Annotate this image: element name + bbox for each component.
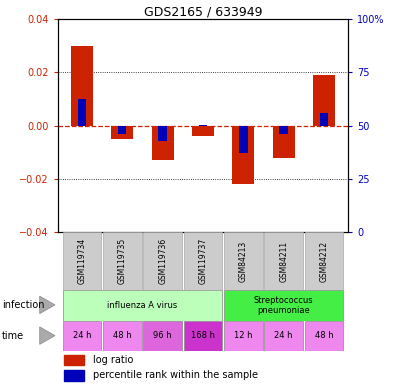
Bar: [143, 232, 182, 290]
Text: 24 h: 24 h: [275, 331, 293, 341]
Text: GSM119736: GSM119736: [158, 238, 167, 284]
Bar: [305, 321, 343, 351]
Text: log ratio: log ratio: [93, 355, 133, 365]
Bar: [224, 290, 343, 321]
Text: percentile rank within the sample: percentile rank within the sample: [93, 370, 258, 380]
Polygon shape: [40, 296, 55, 314]
Bar: [183, 321, 222, 351]
Bar: [273, 126, 295, 158]
Bar: [71, 46, 93, 126]
Bar: [78, 99, 86, 126]
Bar: [118, 126, 127, 134]
Bar: [239, 126, 248, 154]
Bar: [313, 75, 335, 126]
Text: GSM119734: GSM119734: [78, 238, 86, 284]
Text: 12 h: 12 h: [234, 331, 253, 341]
Bar: [192, 126, 214, 136]
Bar: [264, 321, 303, 351]
Text: 96 h: 96 h: [153, 331, 172, 341]
Bar: [64, 355, 84, 366]
Text: infection: infection: [2, 300, 45, 310]
Text: GSM84213: GSM84213: [239, 240, 248, 282]
Bar: [224, 321, 263, 351]
Text: GSM84212: GSM84212: [320, 240, 328, 282]
Text: Streptococcus
pneumoniae: Streptococcus pneumoniae: [254, 296, 314, 315]
Bar: [64, 370, 84, 381]
Text: 48 h: 48 h: [113, 331, 132, 341]
Bar: [320, 113, 328, 126]
Bar: [183, 232, 222, 290]
Bar: [158, 126, 167, 141]
Text: time: time: [2, 331, 24, 341]
Bar: [103, 232, 142, 290]
Bar: [232, 126, 254, 184]
Bar: [279, 126, 288, 134]
Text: GSM119737: GSM119737: [199, 238, 207, 284]
Bar: [62, 321, 101, 351]
Polygon shape: [40, 327, 55, 344]
Bar: [305, 232, 343, 290]
Bar: [264, 232, 303, 290]
Bar: [62, 290, 222, 321]
Bar: [103, 321, 142, 351]
Bar: [199, 125, 207, 126]
Bar: [143, 321, 182, 351]
Text: 48 h: 48 h: [315, 331, 334, 341]
Text: 168 h: 168 h: [191, 331, 215, 341]
Text: 24 h: 24 h: [73, 331, 91, 341]
Bar: [111, 126, 133, 139]
Text: GSM119735: GSM119735: [118, 238, 127, 284]
Bar: [224, 232, 263, 290]
Text: GSM84211: GSM84211: [279, 240, 288, 282]
Bar: [62, 232, 101, 290]
Text: influenza A virus: influenza A virus: [107, 301, 178, 310]
Bar: [152, 126, 174, 161]
Title: GDS2165 / 633949: GDS2165 / 633949: [144, 5, 262, 18]
